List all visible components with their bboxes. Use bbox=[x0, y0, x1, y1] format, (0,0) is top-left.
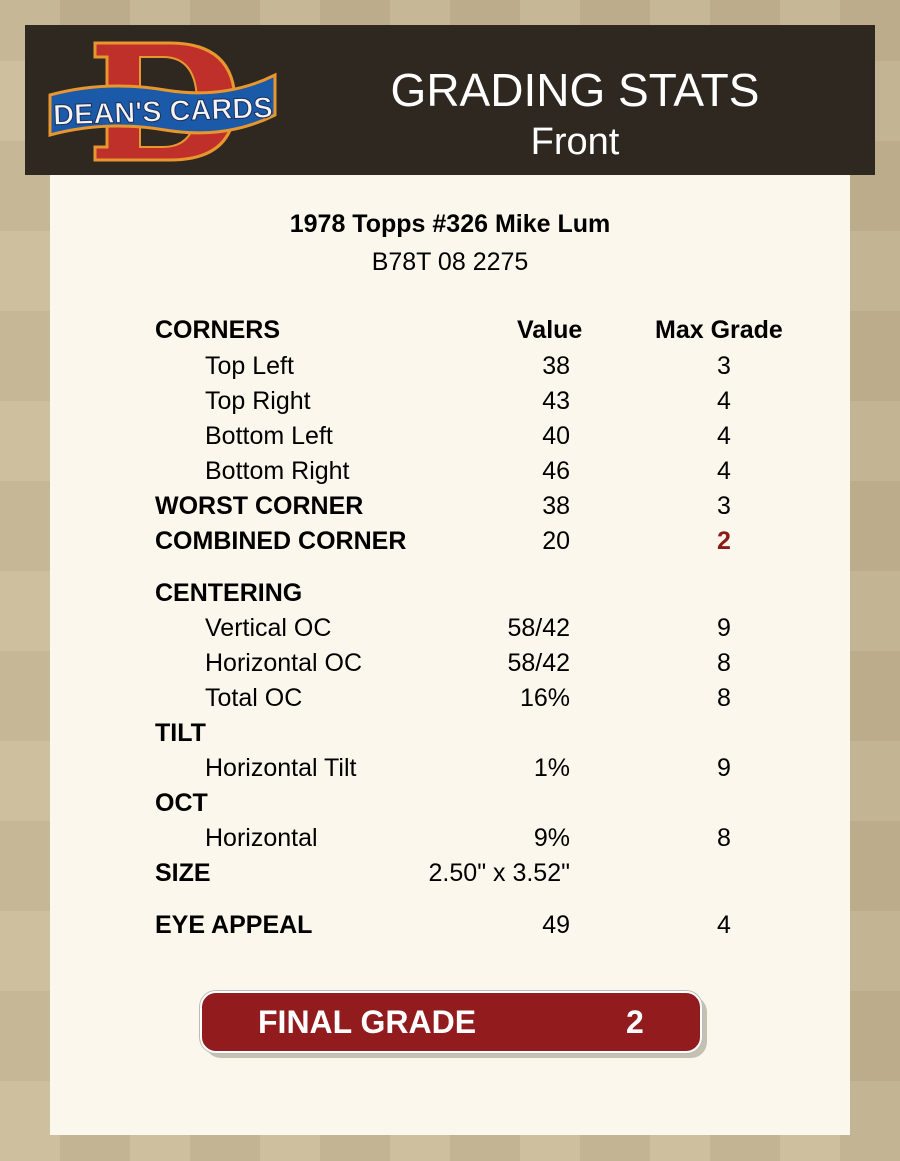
table-row: CORNERS bbox=[0, 316, 900, 351]
row-value: 38 bbox=[542, 492, 570, 520]
row-label: Horizontal Tilt bbox=[205, 754, 357, 782]
row-max-grade: 9 bbox=[717, 754, 731, 782]
row-value: 46 bbox=[542, 457, 570, 485]
row-value: 58/42 bbox=[507, 614, 570, 642]
row-value: 43 bbox=[542, 387, 570, 415]
row-value: 1% bbox=[533, 754, 570, 782]
table-row: Horizontal Tilt 1% 9 bbox=[0, 753, 900, 788]
row-max-grade: 4 bbox=[717, 387, 731, 415]
row-max-grade: 4 bbox=[717, 911, 731, 939]
final-grade-value: 2 bbox=[626, 1004, 644, 1040]
header: DEAN'S CARDS GRADING STATS Front bbox=[25, 25, 875, 175]
table-row: Top Right 43 4 bbox=[0, 386, 900, 421]
row-value: 16% bbox=[519, 684, 570, 712]
row-label: WORST CORNER bbox=[155, 492, 364, 520]
row-value: 20 bbox=[542, 527, 570, 555]
row-value: 58/42 bbox=[507, 649, 570, 677]
stats-table: CORNERS Top Left 38 3 Top Right 43 4 Bottom Lef… bbox=[0, 316, 900, 945]
table-row: CENTERING bbox=[0, 578, 900, 613]
row-label: CORNERS bbox=[155, 316, 281, 344]
final-grade-banner: FINAL GRADE 2 bbox=[200, 991, 702, 1053]
table-row: Horizontal OC 58/42 8 bbox=[0, 648, 900, 683]
table-row: COMBINED CORNER 20 2 bbox=[0, 526, 900, 561]
row-label: Total OC bbox=[205, 684, 303, 712]
table-row: TILT bbox=[0, 718, 900, 753]
row-label: Horizontal OC bbox=[205, 649, 362, 677]
row-max-grade: 2 bbox=[717, 527, 731, 555]
final-grade-label: FINAL GRADE bbox=[258, 1004, 477, 1040]
row-label: Vertical OC bbox=[205, 614, 332, 642]
row-max-grade: 3 bbox=[717, 352, 731, 380]
table-row: Total OC 16% 8 bbox=[0, 683, 900, 718]
page-title: GRADING STATS bbox=[390, 64, 760, 116]
column-header-value: Value bbox=[517, 316, 583, 344]
row-value: 40 bbox=[542, 422, 570, 450]
row-label: TILT bbox=[155, 719, 206, 747]
row-label: COMBINED CORNER bbox=[155, 527, 407, 555]
card-title: 1978 Topps #326 Mike Lum bbox=[289, 210, 611, 238]
row-label: Top Left bbox=[205, 352, 294, 380]
row-label: Bottom Left bbox=[205, 422, 333, 450]
table-row: Bottom Right 46 4 bbox=[0, 456, 900, 491]
page-subtitle: Front bbox=[530, 121, 620, 163]
column-header-max-grade: Max Grade bbox=[655, 316, 783, 344]
row-max-grade: 9 bbox=[717, 614, 731, 642]
row-label: OCT bbox=[155, 789, 208, 817]
row-max-grade: 8 bbox=[717, 824, 731, 852]
table-row: EYE APPEAL 49 4 bbox=[0, 910, 900, 945]
row-value: 2.50" x 3.52" bbox=[428, 859, 570, 887]
row-value: 38 bbox=[542, 352, 570, 380]
row-max-grade: 3 bbox=[717, 492, 731, 520]
row-max-grade: 8 bbox=[717, 684, 731, 712]
table-row: Bottom Left 40 4 bbox=[0, 421, 900, 456]
stats-panel bbox=[50, 170, 850, 1135]
row-max-grade: 4 bbox=[717, 457, 731, 485]
table-row: WORST CORNER 38 3 bbox=[0, 491, 900, 526]
row-label: Top Right bbox=[205, 387, 311, 415]
row-label: CENTERING bbox=[155, 579, 303, 607]
card-cert-number: B78T 08 2275 bbox=[371, 248, 529, 276]
row-value: 49 bbox=[542, 911, 570, 939]
table-row: OCT bbox=[0, 788, 900, 823]
row-label: Bottom Right bbox=[205, 457, 350, 485]
table-row: SIZE 2.50" x 3.52" bbox=[0, 858, 900, 893]
table-row: Top Left 38 3 bbox=[0, 351, 900, 386]
row-label: SIZE bbox=[155, 859, 211, 887]
deans-cards-logo: DEAN'S CARDS bbox=[48, 41, 277, 162]
row-value: 9% bbox=[533, 824, 570, 852]
row-max-grade: 4 bbox=[717, 422, 731, 450]
table-row: Vertical OC 58/42 9 bbox=[0, 613, 900, 648]
row-max-grade: 8 bbox=[717, 649, 731, 677]
row-label: Horizontal bbox=[205, 824, 318, 852]
table-row: Horizontal 9% 8 bbox=[0, 823, 900, 858]
row-label: EYE APPEAL bbox=[155, 911, 313, 939]
